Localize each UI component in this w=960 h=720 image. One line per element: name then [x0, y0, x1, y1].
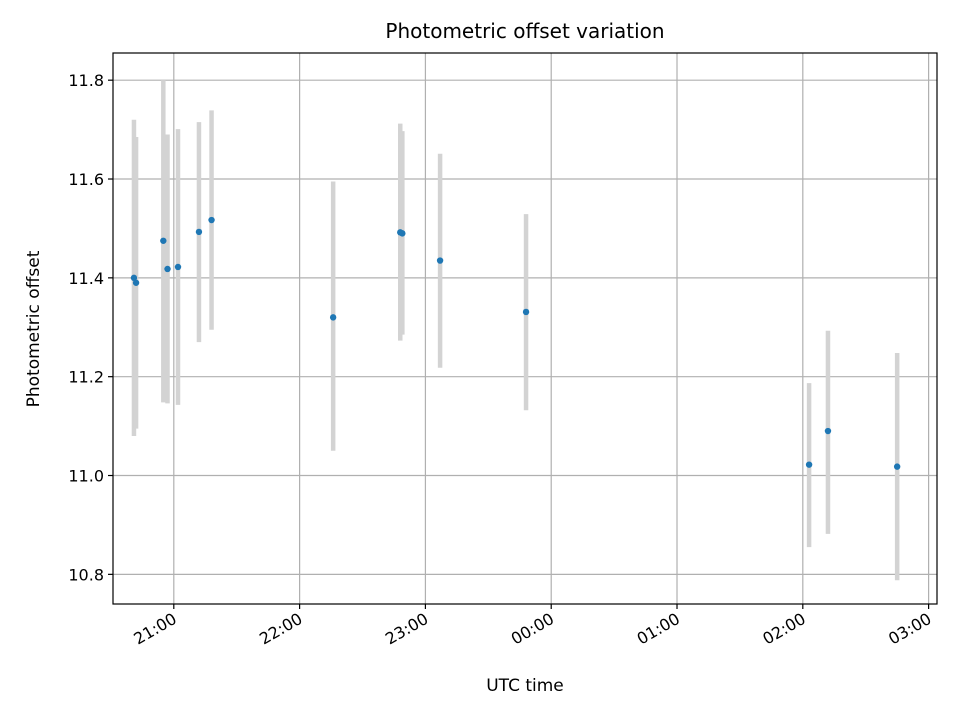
y-axis-label: Photometric offset — [24, 250, 44, 407]
data-point — [893, 463, 901, 470]
data-point — [174, 263, 182, 271]
y-tick-label: 11.4 — [68, 269, 104, 288]
plot-frame — [112, 52, 938, 605]
y-tick-label: 11.8 — [68, 71, 104, 90]
data-point — [132, 279, 140, 286]
chart-title: Photometric offset variation — [385, 19, 664, 43]
data-point — [824, 427, 832, 435]
data-point — [208, 216, 215, 224]
y-axis: 10.8 11.0 11.2 11.4 11.6 11.8 — [68, 71, 113, 584]
data-point — [399, 230, 406, 237]
y-tick-label: 11.2 — [68, 368, 104, 387]
data-point — [522, 308, 530, 316]
x-axis-label: UTC time — [486, 676, 564, 696]
data-point — [164, 265, 171, 273]
y-tick-label: 11.6 — [68, 170, 104, 189]
data-points — [130, 216, 901, 470]
data-point — [130, 274, 138, 282]
y-tick-label: 10.8 — [68, 565, 104, 584]
y-tick-label: 11.0 — [68, 467, 104, 486]
data-point — [195, 228, 203, 236]
data-point — [329, 314, 337, 321]
data-point — [160, 237, 167, 244]
data-point — [436, 257, 444, 264]
grid — [113, 53, 937, 604]
data-point — [805, 461, 813, 468]
